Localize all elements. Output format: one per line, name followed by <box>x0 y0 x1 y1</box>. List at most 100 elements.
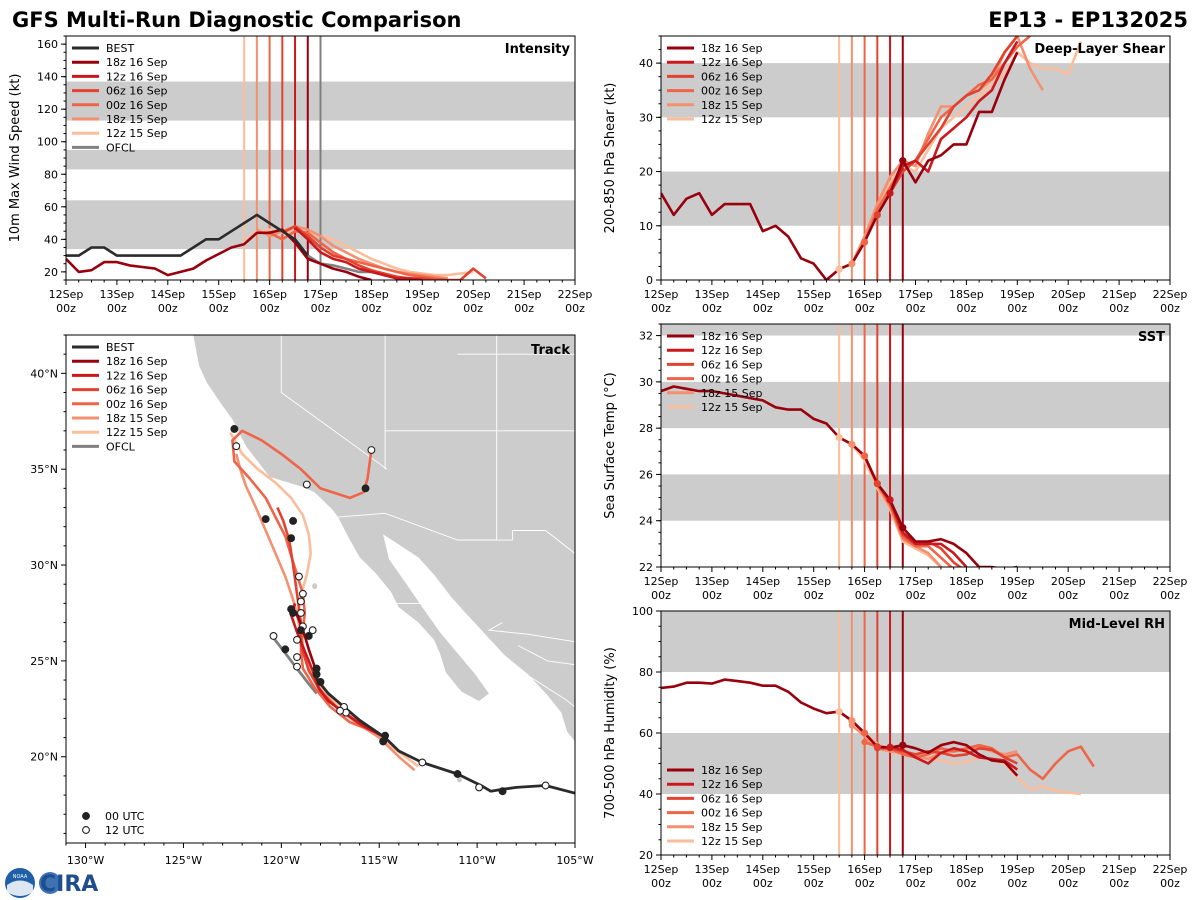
init-point-00z-16-sep <box>861 452 869 460</box>
cira-logo: NOAA CIRA <box>5 868 98 898</box>
marker-legend-label: 12 UTC <box>105 824 145 837</box>
legend-label: 12z 16 Sep <box>106 369 168 382</box>
legend-label: 18z 16 Sep <box>701 764 763 777</box>
y-tick-label: 35°N <box>30 463 58 476</box>
shade-band <box>661 381 1170 429</box>
state-border <box>517 645 575 666</box>
series-line-12z-16-sep <box>888 40 1019 194</box>
init-point-18z-15-sep <box>848 717 856 725</box>
legend-label: 18z 16 Sep <box>106 56 168 69</box>
init-point-18z-15-sep <box>848 260 856 268</box>
state-border <box>457 335 498 541</box>
panel-title: Track <box>531 343 570 358</box>
storm-id: EP13 - EP132025 <box>988 8 1188 32</box>
track-line-best <box>315 677 575 795</box>
track-point-00utc <box>281 645 290 654</box>
track-point-00utc <box>498 787 507 796</box>
y-tick-label: 20 <box>44 266 58 279</box>
legend-label: 00z 16 Sep <box>701 373 763 386</box>
init-point-12z-15-sep <box>835 433 843 441</box>
x-tick-hour: 00z <box>565 302 585 315</box>
x-tick-date: 17Sep <box>303 288 338 301</box>
x-tick-hour: 00z <box>906 589 926 602</box>
x-tick-hour: 00z <box>56 302 76 315</box>
series-line-18z-16-sep <box>66 228 372 280</box>
x-tick-hour: 00z <box>804 877 824 890</box>
panel-title: Intensity <box>505 42 571 57</box>
y-tick-label: 40 <box>639 788 653 801</box>
x-tick-date: 17Sep <box>898 575 933 588</box>
figure-title: GFS Multi-Run Diagnostic Comparison <box>12 8 461 32</box>
init-point-06z-16-sep <box>873 743 881 751</box>
y-tick-label: 0 <box>646 274 653 287</box>
legend-label: 18z 15 Sep <box>701 821 763 834</box>
x-tick-hour: 00z <box>957 877 977 890</box>
marker-legend-dot <box>82 812 90 820</box>
x-tick-hour: 00z <box>855 877 875 890</box>
track-point-12utc <box>293 653 301 662</box>
track-point-00utc <box>287 605 296 614</box>
legend-label: 00z 16 Sep <box>701 85 763 98</box>
y-tick-label: 20 <box>639 166 653 179</box>
x-tick-hour: 00z <box>702 877 722 890</box>
x-tick-hour: 00z <box>855 302 875 315</box>
track-point-00utc <box>230 424 239 433</box>
y-tick-label: 140 <box>37 71 58 84</box>
legend-label: BEST <box>106 42 134 55</box>
x-tick-date: 13Sep <box>100 288 135 301</box>
x-tick-date: 18Sep <box>354 288 389 301</box>
x-tick-date: 18Sep <box>949 575 984 588</box>
series-line-12z-16-sep <box>294 226 423 280</box>
legend-label: 18z 15 Sep <box>701 387 763 400</box>
x-tick-date: 17Sep <box>898 288 933 301</box>
x-tick-date: 18Sep <box>949 288 984 301</box>
init-point-12z-16-sep <box>886 496 894 504</box>
series-line-12z-16-sep <box>889 745 1019 771</box>
y-tick-label: 120 <box>37 103 58 116</box>
track-point-12utc <box>269 632 278 640</box>
track-point-12utc <box>295 572 303 581</box>
legend-label: 06z 16 Sep <box>701 358 763 371</box>
x-tick-hour: 00z <box>362 302 382 315</box>
x-tick-hour: 00z <box>1160 589 1180 602</box>
x-tick-hour: 00z <box>702 302 722 315</box>
x-tick-date: 15Sep <box>201 288 236 301</box>
y-tick-label: 80 <box>44 168 58 181</box>
x-tick-hour: 00z <box>1109 877 1129 890</box>
state-border <box>280 335 388 470</box>
shade-band <box>661 733 1170 794</box>
track-point-00utc <box>312 664 321 673</box>
x-tick-date: 22Sep <box>1153 575 1188 588</box>
y-tick-label: 24 <box>639 515 653 528</box>
y-tick-label: 40°N <box>30 367 58 380</box>
track-point-00utc <box>261 515 270 523</box>
x-tick-date: 20Sep <box>456 288 491 301</box>
x-tick-hour: 00z <box>804 302 824 315</box>
x-tick-hour: 00z <box>753 877 773 890</box>
x-tick-date: 19Sep <box>1000 863 1035 876</box>
shade-band <box>661 324 1170 336</box>
x-tick-hour: 00z <box>753 302 773 315</box>
panel-title: SST <box>1138 330 1165 345</box>
x-tick-hour: 00z <box>1007 302 1027 315</box>
legend-label: 00z 16 Sep <box>106 398 168 411</box>
init-point-00z-16-sep <box>861 238 869 246</box>
state-border <box>487 622 575 643</box>
x-tick-date: 21Sep <box>1102 863 1137 876</box>
x-tick-hour: 00z <box>1058 589 1078 602</box>
init-point-18z-16-sep <box>899 524 907 532</box>
init-point-00z-16-sep <box>861 729 869 737</box>
track-point-00utc <box>296 626 305 635</box>
x-tick-hour: 00z <box>463 302 483 315</box>
legend-label: BEST <box>106 341 134 354</box>
island-socorro <box>456 777 462 783</box>
track-point-00utc <box>361 484 370 493</box>
x-tick-date: 17Sep <box>898 863 933 876</box>
x-tick-date: 20Sep <box>1051 288 1086 301</box>
x-tick-hour: 00z <box>957 589 977 602</box>
legend-label: 18z 16 Sep <box>701 42 763 55</box>
y-axis-label: 700-500 hPa Humidity (%) <box>603 647 618 819</box>
init-point-18z-15-sep <box>848 440 856 448</box>
x-tick-date: 22Sep <box>1153 863 1188 876</box>
